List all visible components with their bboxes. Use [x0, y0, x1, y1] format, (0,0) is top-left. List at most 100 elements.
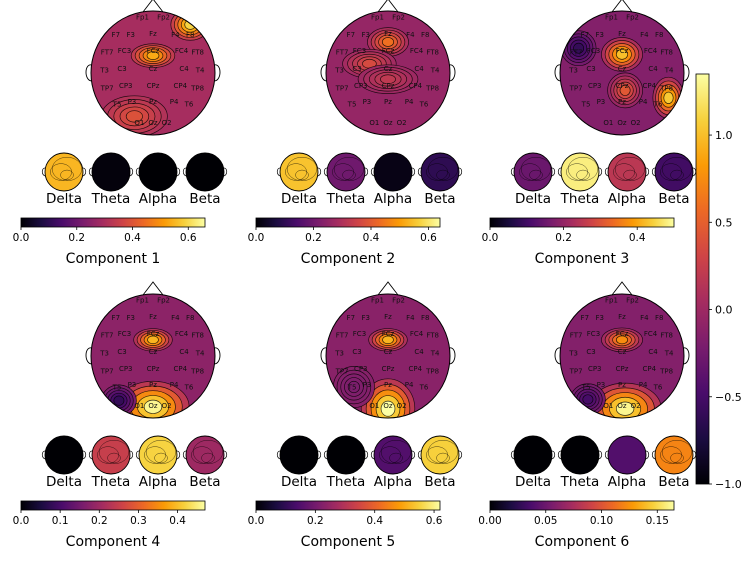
electrode-label-t5: T5 — [347, 384, 357, 392]
electrode-label-c4: C4 — [179, 65, 189, 73]
colorbar-gradient — [20, 500, 206, 511]
head-outline — [325, 10, 451, 136]
band-head — [91, 152, 131, 192]
electrode-label-fp1: Fp1 — [136, 297, 149, 305]
electrode-label-cp3: CP3 — [119, 82, 133, 90]
band-label-beta: Beta — [658, 474, 689, 490]
electrode-label-fcz: FCz — [382, 47, 395, 55]
component-panel-6: Fp1 Fp2 F7 F3 Fz F4 F8 FT7 FC3 FCz FC4 FT8 T3 C3 Cz C4 T… — [478, 281, 697, 550]
band-map-beta: Beta — [417, 152, 463, 207]
electrode-label-f4: F4 — [640, 31, 649, 39]
topomap-contour — [380, 74, 396, 85]
electrode-label-ft8: FT8 — [426, 48, 439, 56]
electrode-label-ft7: FT7 — [336, 48, 349, 56]
band-label-theta: Theta — [326, 474, 366, 490]
band-label-alpha: Alpha — [374, 474, 412, 490]
electrode-label-ft7: FT7 — [336, 331, 349, 339]
band-map-alpha: Alpha — [370, 435, 416, 490]
band-map-alpha: Alpha — [135, 152, 181, 207]
electrode-label-ft8: FT8 — [660, 48, 673, 56]
electrode-label-f8: F8 — [421, 31, 429, 39]
electrode-label-t5: T5 — [581, 384, 591, 392]
band-contour — [436, 169, 450, 181]
main-colorbar-tick-label: −0.5 — [715, 391, 742, 404]
colorbar-gradient — [255, 500, 441, 511]
band-contour — [660, 163, 682, 181]
colorbar-tick-label: 0.00 — [478, 515, 501, 527]
topomap-contour — [147, 335, 159, 345]
component-panel-2: Fp1 Fp2 F7 F3 Fz F4 F8 FT7 FC3 FCz FC4 FT8 T3 C3 Cz C4 T… — [248, 0, 463, 267]
band-contour — [427, 156, 459, 182]
band-head — [185, 152, 225, 192]
electrode-label-tp8: TP8 — [190, 84, 204, 92]
electrode-label-t4: T4 — [430, 349, 440, 357]
electrode-label-t3: T3 — [334, 349, 344, 357]
electrode-label-t4: T4 — [430, 66, 440, 74]
head-right-ear — [448, 64, 456, 82]
electrode-label-fc3: FC3 — [353, 47, 366, 55]
band-map-theta: Theta — [557, 152, 603, 207]
electrode-label-o2: O2 — [397, 402, 407, 410]
band-contour — [519, 163, 541, 181]
band-head — [44, 435, 84, 475]
electrode-label-t6: T6 — [184, 384, 194, 392]
electrode-label-f7: F7 — [112, 31, 120, 39]
electrode-label-oz: Oz — [617, 402, 627, 410]
electrode-label-fc4: FC4 — [644, 47, 658, 55]
band-contour — [670, 452, 684, 464]
colorbar-tick-label: 0.0 — [13, 232, 30, 244]
colorbar-tick-label: 0.6 — [180, 232, 197, 244]
electrode-label-ft7: FT7 — [570, 48, 583, 56]
band-map-theta: Theta — [323, 152, 369, 207]
electrode-label-fp2: Fp2 — [626, 14, 639, 22]
electrode-label-fp2: Fp2 — [157, 14, 170, 22]
electrode-label-o2: O2 — [162, 119, 172, 127]
main-colorbar-tick-label: 0.0 — [715, 304, 733, 317]
band-map-beta: Beta — [182, 152, 228, 207]
electrode-label-o2: O2 — [631, 119, 641, 127]
colorbar-tick-label: 0.2 — [307, 515, 324, 527]
topomap — [560, 294, 684, 418]
band-contour — [380, 439, 412, 465]
head-nose — [611, 0, 633, 13]
band-label-beta: Beta — [189, 191, 220, 207]
electrode-label-cp3: CP3 — [588, 365, 602, 373]
electrode-label-ft7: FT7 — [101, 48, 114, 56]
band-map-beta: Beta — [182, 435, 228, 490]
electrode-label-t6: T6 — [184, 101, 194, 109]
head-right-ear — [682, 64, 690, 82]
topomap-contour — [382, 335, 394, 345]
electrode-label-fp1: Fp1 — [371, 14, 384, 22]
band-label-alpha: Alpha — [608, 474, 646, 490]
band-contour — [614, 156, 646, 182]
electrode-label-tp7: TP7 — [569, 84, 583, 92]
electrode-label-fp1: Fp1 — [605, 297, 618, 305]
topomap-contour — [615, 49, 629, 60]
component-title: Component 3 — [535, 251, 630, 267]
colorbar-tick-label: 0.2 — [91, 515, 108, 527]
electrode-label-fcz: FCz — [147, 47, 160, 55]
head-nose — [611, 281, 633, 296]
electrode-label-cz: Cz — [149, 65, 158, 73]
electrode-label-p3: P3 — [128, 381, 137, 389]
band-head — [326, 152, 366, 192]
topomap-contour — [619, 84, 631, 96]
electrode-label-c3: C3 — [352, 65, 361, 73]
component-title: Component 2 — [301, 251, 396, 267]
band-label-delta: Delta — [281, 474, 317, 490]
electrode-label-t4: T4 — [195, 66, 205, 74]
band-contour — [144, 446, 166, 464]
band-contour — [60, 169, 74, 181]
electrode-label-c4: C4 — [648, 348, 658, 356]
electrode-label-ft8: FT8 — [191, 331, 204, 339]
colorbar-gradient — [255, 217, 441, 228]
electrode-label-t3: T3 — [334, 66, 344, 74]
electrode-label-fp1: Fp1 — [371, 297, 384, 305]
electrode-label-o1: O1 — [134, 119, 144, 127]
band-contour — [107, 452, 121, 464]
electrode-label-p3: P3 — [363, 98, 372, 106]
electrode-label-o1: O1 — [369, 119, 379, 127]
electrode-label-f8: F8 — [655, 314, 663, 322]
electrode-label-pz: Pz — [149, 98, 157, 106]
band-label-theta: Theta — [326, 191, 366, 207]
